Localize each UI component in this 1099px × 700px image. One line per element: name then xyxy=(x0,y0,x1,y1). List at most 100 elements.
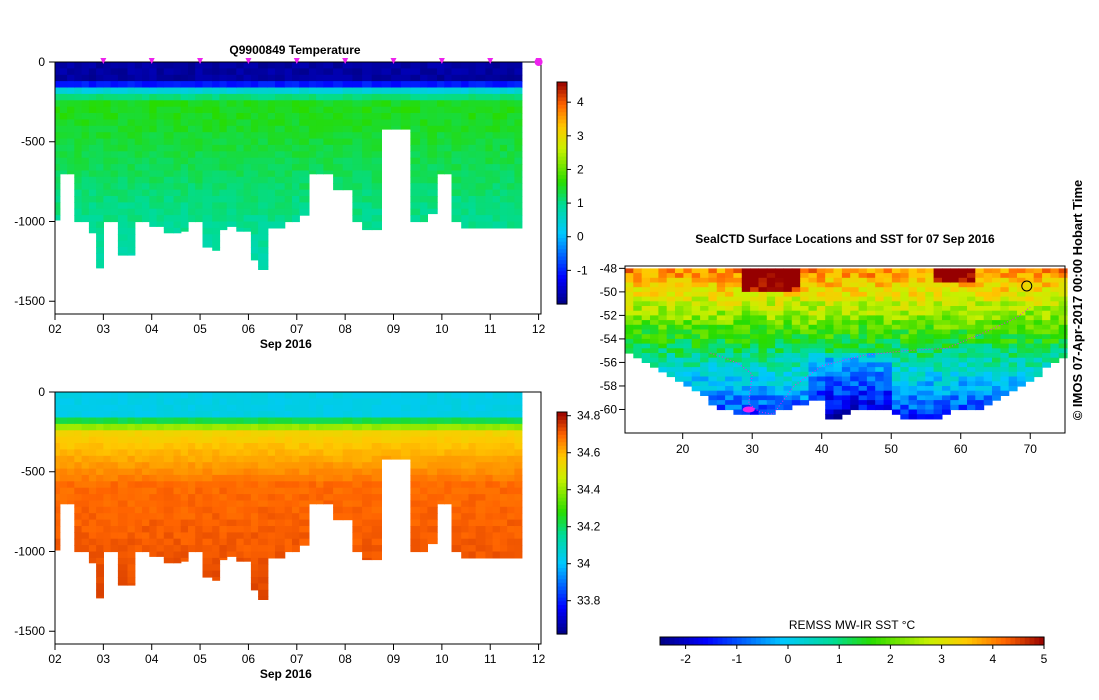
sst-cell xyxy=(866,404,876,411)
sst-cell xyxy=(708,362,718,368)
sst-cell xyxy=(992,277,1001,284)
p1-cell xyxy=(81,119,90,127)
sst-cell xyxy=(933,409,943,415)
p1-cell xyxy=(292,215,300,223)
sst-cell xyxy=(658,277,668,284)
sst-cell xyxy=(700,282,709,288)
profile-marker xyxy=(245,58,252,64)
sst-cell xyxy=(858,390,868,396)
p1-cell xyxy=(427,183,438,191)
sst-cell xyxy=(750,329,759,335)
p1-cell xyxy=(507,170,515,178)
sst-cell xyxy=(683,381,693,387)
sst-cell xyxy=(933,277,943,284)
p2-cell xyxy=(292,436,300,444)
p2-cell xyxy=(485,443,494,450)
p2-cell xyxy=(444,417,453,425)
sst-cell xyxy=(825,390,835,396)
p2-cell xyxy=(342,474,353,482)
p2-cell xyxy=(74,500,83,508)
p1-cell xyxy=(258,138,269,146)
sst-cell xyxy=(841,367,851,373)
sst-cell xyxy=(700,338,709,345)
p1-cell xyxy=(308,170,317,175)
sst-cell xyxy=(741,400,751,406)
p1-cell xyxy=(180,164,189,172)
p2-cell xyxy=(267,417,276,425)
p1-cell xyxy=(67,100,75,108)
p2-cell xyxy=(127,474,136,482)
p2-cell xyxy=(142,417,150,425)
sst-cell xyxy=(875,296,885,302)
sst-cell xyxy=(933,315,943,321)
p2-cell xyxy=(342,449,353,457)
sst-cell xyxy=(808,310,818,316)
sst-cell xyxy=(700,367,709,373)
p1-cell xyxy=(485,221,494,229)
p2-colorbar-segment xyxy=(557,534,567,539)
sst-cell xyxy=(775,320,784,326)
p2-cell xyxy=(492,398,501,406)
p2-cell xyxy=(250,583,259,591)
p1-cell xyxy=(226,170,237,178)
p2-cell xyxy=(226,404,237,412)
p1-cell xyxy=(485,208,494,216)
p2-cell xyxy=(236,500,245,508)
sst-cell xyxy=(833,409,843,415)
p2-cell xyxy=(468,436,477,444)
sst-cell xyxy=(858,343,868,349)
p1-cell xyxy=(96,170,104,178)
sst-cell xyxy=(950,291,960,298)
p1-cell xyxy=(243,157,252,165)
p1-cell xyxy=(391,113,402,120)
sst-cell xyxy=(866,376,876,382)
p1-cell xyxy=(267,100,276,108)
sst-cell xyxy=(641,268,651,274)
sst-cell xyxy=(875,348,885,354)
p1-cell xyxy=(96,125,104,133)
sst-cell xyxy=(650,310,659,316)
sst-cell xyxy=(891,306,901,312)
sst-cell xyxy=(891,353,901,359)
p2-cell xyxy=(267,494,276,502)
p2-cell xyxy=(292,404,300,412)
sst-cell xyxy=(950,343,960,349)
sst-cell xyxy=(791,343,801,349)
sst-cell xyxy=(741,306,751,312)
p1-cell xyxy=(127,81,136,89)
sst-cell xyxy=(858,367,868,373)
p2-cell xyxy=(362,468,373,476)
sst-cell xyxy=(866,390,876,396)
sst-cell xyxy=(766,357,776,363)
p1-cell xyxy=(219,62,228,69)
p1-cell xyxy=(226,113,237,120)
sst-cell xyxy=(883,291,893,298)
p2-cell xyxy=(74,474,83,482)
p1-cell xyxy=(156,221,165,227)
sst-cell xyxy=(850,362,860,368)
sst-cell xyxy=(975,348,985,354)
sst-cell xyxy=(916,353,926,359)
p1-cell xyxy=(444,138,453,146)
p2-cell xyxy=(284,398,293,406)
sst-cell xyxy=(950,338,960,345)
p1-colorbar-segment xyxy=(557,241,567,246)
sst-cell xyxy=(641,357,651,363)
sst-cell xyxy=(891,362,901,368)
p2-cell xyxy=(451,538,462,546)
p1-cell xyxy=(156,87,165,95)
p1-cell xyxy=(110,106,119,114)
profile-marker xyxy=(148,58,155,64)
sst-cell xyxy=(691,371,701,378)
p1-cell xyxy=(74,138,83,146)
sst-cell xyxy=(816,277,826,284)
sst-cell xyxy=(950,310,960,316)
p1-colorbar-segment xyxy=(557,170,567,176)
p1-cell xyxy=(333,132,344,140)
p2-cell xyxy=(275,474,286,482)
sst-cell xyxy=(942,343,951,349)
p1-cell xyxy=(81,125,90,133)
sst-cell xyxy=(891,376,901,382)
p2-cell xyxy=(485,423,494,431)
p1-cell xyxy=(333,119,344,127)
